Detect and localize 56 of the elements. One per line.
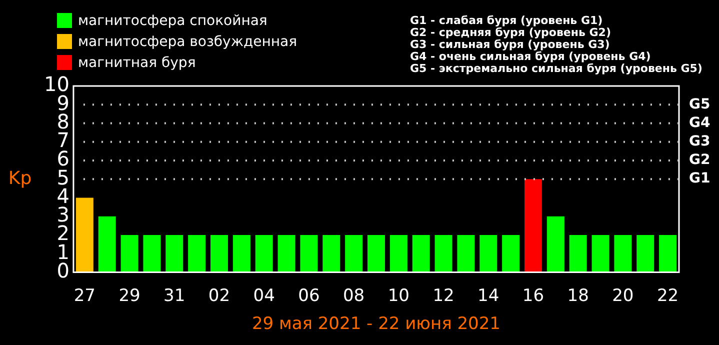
- bar: [345, 234, 363, 272]
- x-tick-label: 14: [478, 286, 500, 306]
- x-tick-label: 06: [298, 286, 320, 306]
- bar: [546, 216, 564, 272]
- bar: [98, 216, 116, 272]
- bar: [659, 234, 677, 272]
- bar: [278, 234, 296, 272]
- x-tick-label: 12: [432, 286, 454, 306]
- bar: [166, 234, 184, 272]
- bar: [76, 198, 94, 272]
- bar: [569, 234, 587, 272]
- bar: [502, 234, 520, 272]
- text: G5 - экстремально сильная буря (уровень G5): [410, 62, 702, 75]
- legend-label: магнитная буря: [78, 54, 196, 70]
- bar: [120, 234, 138, 272]
- x-tick-label: 02: [208, 286, 230, 306]
- x-tick-label: 10: [388, 286, 410, 306]
- ref-line-label: G5: [689, 96, 710, 112]
- bar: [480, 234, 498, 272]
- bar: [232, 234, 250, 272]
- ref-line-label: G1: [689, 170, 710, 187]
- x-tick-label: 22: [656, 286, 679, 306]
- ref-line-label: G4: [689, 114, 710, 131]
- bar: [143, 234, 161, 272]
- x-axis-title: 29 мая 2021 - 22 июня 2021: [252, 314, 500, 334]
- x-tick-label: 16: [522, 286, 544, 306]
- ref-line-label: G2: [689, 152, 710, 168]
- bar: [412, 234, 430, 272]
- x-tick-label: 04: [253, 286, 275, 306]
- bar: [457, 234, 475, 272]
- x-tick-label: 08: [342, 286, 365, 306]
- bar: [614, 234, 632, 272]
- bar: [524, 179, 542, 272]
- x-tick-label: 27: [74, 286, 96, 306]
- x-tick-label: 20: [612, 286, 634, 306]
- bar: [434, 234, 452, 272]
- y-axis-title: Kp: [8, 168, 32, 189]
- ref-line-label: G3: [689, 134, 710, 150]
- text: G1 - слабая буря (уровень G1): [410, 14, 604, 27]
- text: G3 - сильная буря (уровень G3): [410, 38, 611, 51]
- text: G2 - средняя буря (уровень G2): [410, 26, 612, 39]
- bar: [300, 234, 318, 272]
- bar: [636, 234, 654, 272]
- legend-label: магнитосфера возбужденная: [78, 34, 298, 50]
- bar: [322, 234, 340, 272]
- bar: [367, 234, 385, 272]
- bar: [390, 234, 408, 272]
- x-tick-label: 18: [567, 286, 589, 306]
- legend-label: магнитосфера спокойная: [78, 12, 268, 28]
- bar: [210, 234, 228, 272]
- bar: [255, 234, 273, 272]
- x-tick-label: 29: [118, 286, 140, 306]
- bar: [188, 234, 206, 272]
- text: G4 - очень сильная буря (уровень G4): [410, 50, 652, 63]
- x-tick-label: 31: [164, 286, 186, 306]
- bar: [592, 234, 610, 272]
